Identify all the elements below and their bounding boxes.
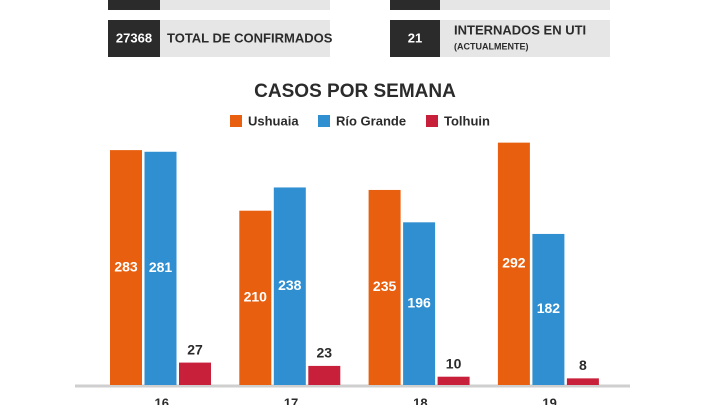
chart-title: CASOS POR SEMANA — [254, 81, 456, 102]
stat-box — [160, 0, 330, 10]
stat-box — [440, 20, 610, 57]
stat-value: 21 — [408, 30, 422, 45]
legend-swatch — [426, 115, 438, 127]
bar — [497, 142, 530, 385]
value-label: 196 — [407, 294, 431, 310]
bar — [532, 233, 565, 385]
bar — [566, 378, 599, 385]
x-tick-label: 17 — [284, 395, 298, 405]
legend-label: Ushuaia — [248, 113, 299, 128]
legend-label: Tolhuin — [444, 113, 490, 128]
x-tick-label: 19 — [542, 395, 556, 405]
bar — [403, 222, 436, 385]
value-label: 283 — [114, 258, 138, 274]
legend-swatch — [318, 115, 330, 127]
stat-box — [160, 20, 330, 57]
stat-box — [440, 0, 610, 10]
stat-box-dark — [390, 0, 440, 10]
stat-label: TOTAL DE CONFIRMADOS — [167, 30, 333, 45]
value-label: 292 — [502, 255, 526, 271]
value-label: 27 — [187, 341, 203, 357]
value-label: 8 — [579, 357, 587, 373]
value-label: 281 — [149, 259, 173, 275]
stat-note: (ACTUALMENTE) — [454, 41, 529, 51]
value-label: 182 — [537, 300, 561, 316]
stat-label: INTERNADOS EN UTI — [454, 22, 586, 37]
value-label: 23 — [317, 345, 333, 361]
bar — [273, 187, 306, 385]
legend-swatch — [230, 115, 242, 127]
bar — [110, 150, 142, 385]
value-label: 235 — [373, 278, 397, 294]
bar — [144, 151, 177, 385]
legend-label: Río Grande — [336, 113, 406, 128]
stat-box-dark — [390, 20, 440, 57]
x-tick-label: 16 — [155, 395, 169, 405]
stat-value: 27368 — [116, 30, 152, 45]
bar — [239, 210, 272, 385]
value-label: 210 — [244, 289, 268, 305]
x-tick-label: 18 — [413, 395, 427, 405]
value-label: 238 — [278, 277, 302, 293]
stat-box-dark — [108, 0, 160, 10]
value-label: 10 — [446, 355, 462, 371]
bar — [437, 376, 470, 385]
stat-box-dark — [108, 20, 160, 57]
bar — [179, 362, 211, 385]
bar — [308, 365, 341, 385]
bar — [368, 189, 401, 385]
